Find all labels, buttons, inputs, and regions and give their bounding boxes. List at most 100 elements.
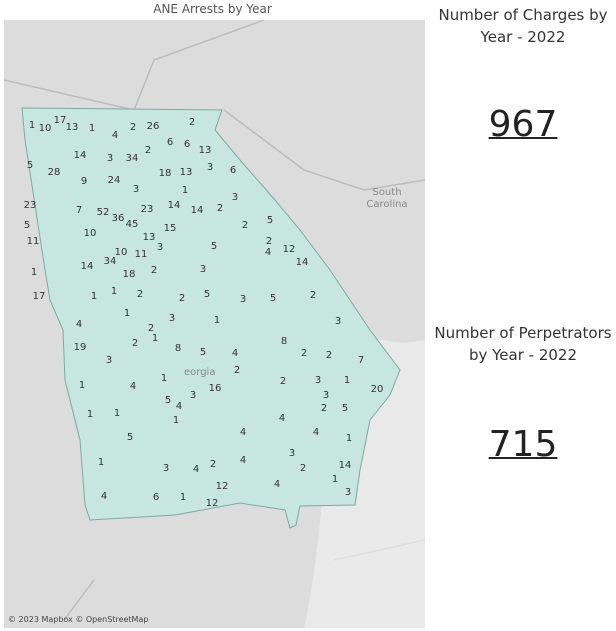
county-label: 3	[163, 463, 169, 474]
county-label: 7	[76, 205, 82, 216]
county-label: 6	[184, 139, 190, 150]
county-label: 17	[54, 115, 67, 126]
county-label: 1	[29, 120, 35, 131]
county-label: 4	[313, 427, 319, 438]
county-label: 13	[66, 122, 79, 133]
county-label: 13	[199, 145, 212, 156]
county-label: 23	[141, 204, 154, 215]
county-label: 18	[159, 168, 172, 179]
county-label: 1	[182, 185, 188, 196]
county-label: 3	[289, 448, 295, 459]
county-label: 23	[24, 200, 37, 211]
county-label: 36	[112, 213, 125, 224]
county-label: 2	[145, 145, 151, 156]
county-label: 1	[87, 409, 93, 420]
county-label: 4	[265, 247, 271, 258]
county-label: 3	[315, 375, 321, 386]
county-label: 4	[101, 491, 107, 502]
county-label: 12	[283, 244, 296, 255]
county-label: 11	[135, 249, 148, 260]
county-label: 14	[81, 261, 94, 272]
county-label: 5	[200, 347, 206, 358]
county-label: 28	[48, 167, 61, 178]
county-label: 4	[112, 130, 118, 141]
county-label: 11	[27, 236, 40, 247]
county-label: 4	[193, 464, 199, 475]
county-label: 2	[266, 236, 272, 247]
county-label: 8	[175, 343, 181, 354]
county-label: 7	[358, 355, 364, 366]
county-label: 3	[323, 390, 329, 401]
county-label: 1	[89, 123, 95, 134]
county-label: 13	[180, 167, 193, 178]
county-label: 2	[326, 350, 332, 361]
county-label: 1	[173, 415, 179, 426]
county-label: 1	[98, 457, 104, 468]
county-label: 13	[143, 232, 156, 243]
county-label: 34	[126, 153, 139, 164]
county-label: 2	[132, 338, 138, 349]
county-label: 3	[232, 192, 238, 203]
county-label: 17	[33, 291, 46, 302]
county-label: 1	[111, 286, 117, 297]
kpi-title: Number of Perpetrators by Year - 2022	[434, 324, 612, 364]
county-label: 2	[148, 323, 154, 334]
county-label: 6	[230, 165, 236, 176]
county-label: 6	[167, 137, 173, 148]
county-label: 34	[104, 256, 117, 267]
county-label: 3	[107, 153, 113, 164]
county-label: 4	[232, 348, 238, 359]
county-label: 4	[279, 413, 285, 424]
county-label: 2	[234, 365, 240, 376]
county-label: 10	[84, 228, 97, 239]
county-label: 45	[126, 219, 139, 230]
county-label: 2	[300, 463, 306, 474]
county-label: 5	[24, 220, 30, 231]
county-label: 1	[124, 308, 130, 319]
county-label: 18	[123, 269, 136, 280]
neighbor-label-part: Carolina	[366, 199, 407, 210]
county-label: 14	[168, 200, 181, 211]
county-label: 3	[200, 264, 206, 275]
county-label: 1	[332, 474, 338, 485]
county-label: 19	[74, 342, 87, 353]
county-label: 2	[189, 117, 195, 128]
county-label: 1	[346, 433, 352, 444]
county-label: 4	[76, 319, 82, 330]
county-label: 2	[151, 265, 157, 276]
state-label: eorgia	[184, 367, 215, 378]
county-label: 2	[321, 403, 327, 414]
county-label: 3	[157, 242, 163, 253]
county-label: 5	[165, 395, 171, 406]
county-label: 2	[130, 122, 136, 133]
county-label: 5	[342, 403, 348, 414]
kpi-value: 967	[488, 104, 558, 145]
kpi-title: Number of Charges by Year - 2022	[438, 6, 608, 46]
county-label: 3	[335, 316, 341, 327]
county-label: 2	[137, 289, 143, 300]
county-label: 12	[206, 498, 219, 509]
county-label: 2	[217, 203, 223, 214]
georgia-counties	[21, 107, 401, 529]
county-label: 2	[179, 293, 185, 304]
county-label: 12	[216, 481, 229, 492]
county-label: 4	[274, 479, 280, 490]
county-label: 2	[280, 376, 286, 387]
county-label: 26	[147, 121, 160, 132]
county-label: 5	[211, 241, 217, 252]
county-label: 3	[345, 487, 351, 498]
county-label: 5	[27, 160, 33, 171]
county-label: 10	[39, 123, 52, 134]
county-label: 8	[281, 336, 287, 347]
county-label: 3	[240, 294, 246, 305]
county-label: 24	[108, 175, 121, 186]
county-label: 5	[127, 432, 133, 443]
county-label: 3	[169, 313, 175, 324]
county-label: 1	[152, 333, 158, 344]
county-label: 1	[79, 380, 85, 391]
county-label: 14	[296, 257, 309, 268]
county-label: 1	[214, 315, 220, 326]
county-label: 2	[301, 348, 307, 359]
county-label: 3	[106, 355, 112, 366]
state-borders	[4, 20, 425, 621]
